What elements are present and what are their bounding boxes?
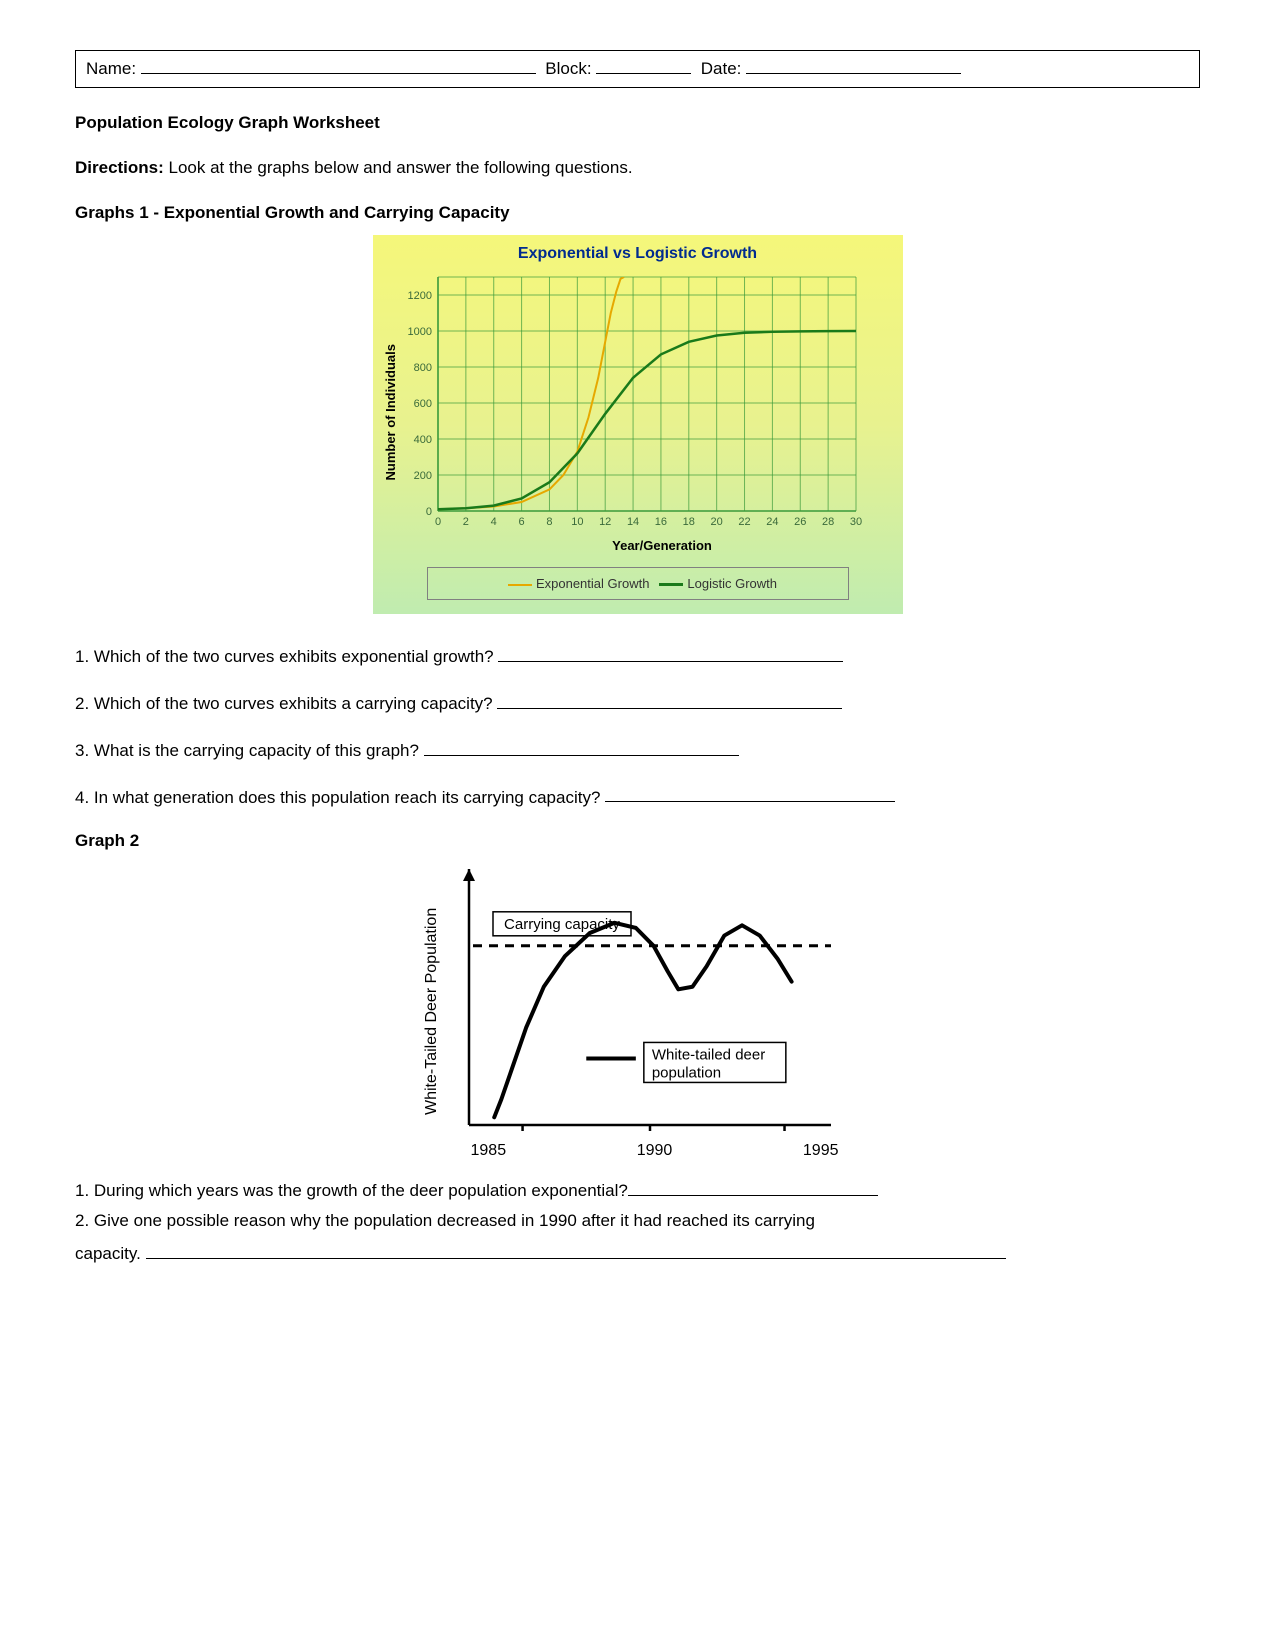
svg-text:White-tailed deer: White-tailed deer bbox=[651, 1047, 764, 1064]
svg-text:200: 200 bbox=[413, 470, 431, 482]
svg-text:600: 600 bbox=[413, 398, 431, 410]
date-label: Date: bbox=[701, 59, 742, 78]
question-text: 3. What is the carrying capacity of this… bbox=[75, 741, 424, 760]
chart2-container: White-Tailed Deer Population Carrying ca… bbox=[423, 863, 853, 1160]
directions-label: Directions: bbox=[75, 158, 164, 177]
chart1-xlabel: Year/Generation bbox=[432, 538, 893, 553]
chart1-container: Exponential vs Logistic Growth Number of… bbox=[373, 235, 903, 614]
svg-text:10: 10 bbox=[571, 516, 583, 528]
question-line: 1. During which years was the growth of … bbox=[75, 1178, 1200, 1201]
svg-text:22: 22 bbox=[738, 516, 750, 528]
question-text: 4. In what generation does this populati… bbox=[75, 787, 605, 806]
question-text: 1. During which years was the growth of … bbox=[75, 1181, 628, 1200]
answer-blank[interactable] bbox=[498, 644, 843, 662]
question-line: 2. Which of the two curves exhibits a ca… bbox=[75, 691, 1200, 714]
block-label: Block: bbox=[545, 59, 591, 78]
chart2-plot: Carrying capacity White-tailed deerpopula… bbox=[447, 863, 853, 1160]
name-label: Name: bbox=[86, 59, 136, 78]
answer-blank[interactable] bbox=[497, 691, 842, 709]
svg-text:0: 0 bbox=[434, 516, 440, 528]
date-blank[interactable] bbox=[746, 73, 961, 74]
answer-blank[interactable] bbox=[424, 738, 739, 756]
svg-text:18: 18 bbox=[682, 516, 694, 528]
svg-text:28: 28 bbox=[822, 516, 834, 528]
legend-label: Exponential Growth bbox=[536, 576, 649, 591]
svg-text:30: 30 bbox=[849, 516, 861, 528]
directions-text: Look at the graphs below and answer the … bbox=[164, 158, 633, 177]
chart1-svg: 0246810121416182022242628300200400600800… bbox=[402, 271, 862, 531]
section2-heading: Graph 2 bbox=[75, 831, 1200, 851]
svg-text:14: 14 bbox=[626, 516, 638, 528]
chart2-xtick-label: 1995 bbox=[803, 1142, 839, 1160]
svg-text:6: 6 bbox=[518, 516, 524, 528]
question-line: 1. Which of the two curves exhibits expo… bbox=[75, 644, 1200, 667]
name-blank[interactable] bbox=[141, 73, 536, 74]
answer-blank[interactable] bbox=[605, 785, 895, 803]
question-line: capacity. bbox=[75, 1241, 1200, 1264]
questions2-block: 1. During which years was the growth of … bbox=[75, 1178, 1200, 1264]
chart2-svg: Carrying capacity White-tailed deerpopula… bbox=[447, 863, 837, 1133]
legend-label: Logistic Growth bbox=[687, 576, 777, 591]
svg-text:12: 12 bbox=[599, 516, 611, 528]
svg-text:800: 800 bbox=[413, 362, 431, 374]
svg-text:8: 8 bbox=[546, 516, 552, 528]
svg-text:1000: 1000 bbox=[407, 326, 431, 338]
block-blank[interactable] bbox=[596, 73, 691, 74]
directions: Directions: Look at the graphs below and… bbox=[75, 158, 1200, 178]
svg-text:0: 0 bbox=[425, 506, 431, 518]
questions1-block: 1. Which of the two curves exhibits expo… bbox=[75, 644, 1200, 807]
chart1-legend: Exponential Growth Logistic Growth bbox=[427, 567, 849, 600]
chart2-ylabel: White-Tailed Deer Population bbox=[423, 863, 441, 1160]
svg-text:24: 24 bbox=[766, 516, 778, 528]
section1-heading: Graphs 1 - Exponential Growth and Carryi… bbox=[75, 203, 1200, 223]
svg-text:26: 26 bbox=[794, 516, 806, 528]
question-text: 2. Give one possible reason why the popu… bbox=[75, 1211, 815, 1230]
svg-text:16: 16 bbox=[654, 516, 666, 528]
question-line: 2. Give one possible reason why the popu… bbox=[75, 1211, 1200, 1231]
svg-text:population: population bbox=[651, 1065, 720, 1082]
svg-text:20: 20 bbox=[710, 516, 722, 528]
chart2-xticks: 1985 1990 1995 bbox=[447, 1138, 853, 1160]
worksheet-page: Name: Block: Date: Population Ecology Gr… bbox=[0, 0, 1275, 1651]
answer-blank[interactable] bbox=[146, 1241, 1006, 1259]
svg-text:Carrying capacity: Carrying capacity bbox=[504, 916, 620, 933]
svg-text:1200: 1200 bbox=[407, 290, 431, 302]
svg-text:400: 400 bbox=[413, 434, 431, 446]
chart1-title: Exponential vs Logistic Growth bbox=[383, 245, 893, 263]
question-text: 2. Which of the two curves exhibits a ca… bbox=[75, 694, 497, 713]
legend-swatch bbox=[659, 583, 683, 586]
legend-swatch bbox=[508, 584, 532, 586]
svg-text:2: 2 bbox=[462, 516, 468, 528]
answer-blank[interactable] bbox=[628, 1178, 878, 1196]
svg-text:4: 4 bbox=[490, 516, 496, 528]
chart1-plot: 0246810121416182022242628300200400600800… bbox=[402, 271, 893, 553]
question-line: 4. In what generation does this populati… bbox=[75, 785, 1200, 808]
header-row: Name: Block: Date: bbox=[75, 50, 1200, 88]
question-text: 1. Which of the two curves exhibits expo… bbox=[75, 647, 498, 666]
chart1-ylabel: Number of Individuals bbox=[383, 344, 398, 481]
question-line: 3. What is the carrying capacity of this… bbox=[75, 738, 1200, 761]
worksheet-title: Population Ecology Graph Worksheet bbox=[75, 113, 1200, 133]
chart2-xtick-label: 1990 bbox=[637, 1142, 673, 1160]
chart2-xtick-label: 1985 bbox=[471, 1142, 507, 1160]
question-text: capacity. bbox=[75, 1244, 146, 1263]
